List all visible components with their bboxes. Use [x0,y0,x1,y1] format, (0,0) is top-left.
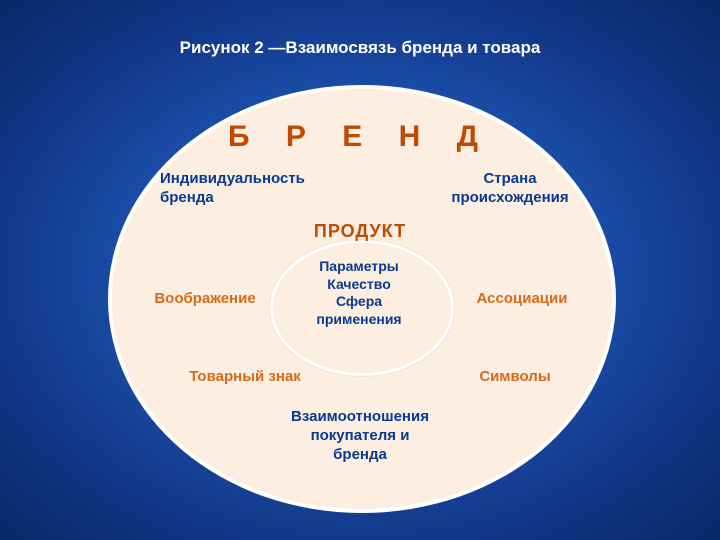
relations-line3: бренда [333,446,387,463]
label-individuality-line1: Индивидуальность [160,170,305,187]
brand-heading: Б Р Е Н Д [0,118,720,156]
inner-line4: применения [316,311,401,327]
inner-line2: Качество [327,276,391,292]
slide-background: Рисунок 2 —Взаимосвязь бренда и товара Б… [0,0,720,540]
relations-line2: покупателя и [311,427,410,444]
label-associations: Ассоциации [462,290,582,309]
inner-line3: Сфера [336,293,382,309]
label-symbols: Символы [460,368,570,387]
label-inner-list: Параметры Качество Сфера применения [270,258,448,328]
label-individuality: Индивидуальность бренда [160,170,320,208]
label-imagination: Воображение [145,290,265,309]
label-trademark: Товарный знак [170,368,320,387]
label-relations: Взаимоотношения покупателя и бренда [275,408,445,464]
slide-title: Рисунок 2 —Взаимосвязь бренда и товара [0,38,720,58]
product-heading: ПРОДУКТ [0,220,720,243]
label-country-line1: Страна [483,170,536,187]
inner-line1: Параметры [319,258,399,274]
label-country: Страна происхождения [440,170,580,208]
label-individuality-line2: бренда [160,189,214,206]
relations-line1: Взаимоотношения [291,408,429,425]
label-country-line2: происхождения [451,189,568,206]
